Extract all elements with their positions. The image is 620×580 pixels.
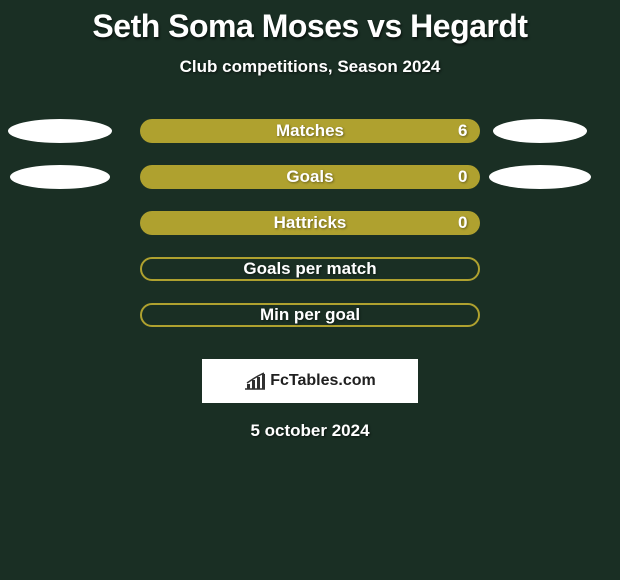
stat-row: Matches 6	[0, 119, 620, 165]
page-title: Seth Soma Moses vs Hegardt	[0, 0, 620, 45]
logo-text: FcTables.com	[270, 372, 376, 390]
left-ellipse	[8, 119, 112, 143]
stat-label: Goals per match	[243, 257, 376, 281]
right-ellipse	[489, 165, 591, 189]
stat-label: Hattricks	[274, 211, 347, 235]
stat-value: 0	[458, 211, 467, 235]
page-subtitle: Club competitions, Season 2024	[0, 57, 620, 77]
stat-row: Goals per match	[0, 257, 620, 303]
date-line: 5 october 2024	[0, 421, 620, 441]
stat-value: 0	[458, 165, 467, 189]
logo-box: FcTables.com	[202, 359, 418, 403]
stat-row: Hattricks 0	[0, 211, 620, 257]
left-ellipse	[10, 165, 110, 189]
right-ellipse	[493, 119, 587, 143]
bar-chart-icon	[244, 372, 266, 390]
stat-row: Min per goal	[0, 303, 620, 349]
stat-label: Min per goal	[260, 303, 360, 327]
logo: FcTables.com	[244, 372, 376, 390]
stat-label: Matches	[276, 119, 344, 143]
stat-label: Goals	[286, 165, 333, 189]
stat-value: 6	[458, 119, 467, 143]
stats-area: Matches 6 Goals 0 Hattricks 0 Goals per match M…	[0, 119, 620, 349]
stat-row: Goals 0	[0, 165, 620, 211]
